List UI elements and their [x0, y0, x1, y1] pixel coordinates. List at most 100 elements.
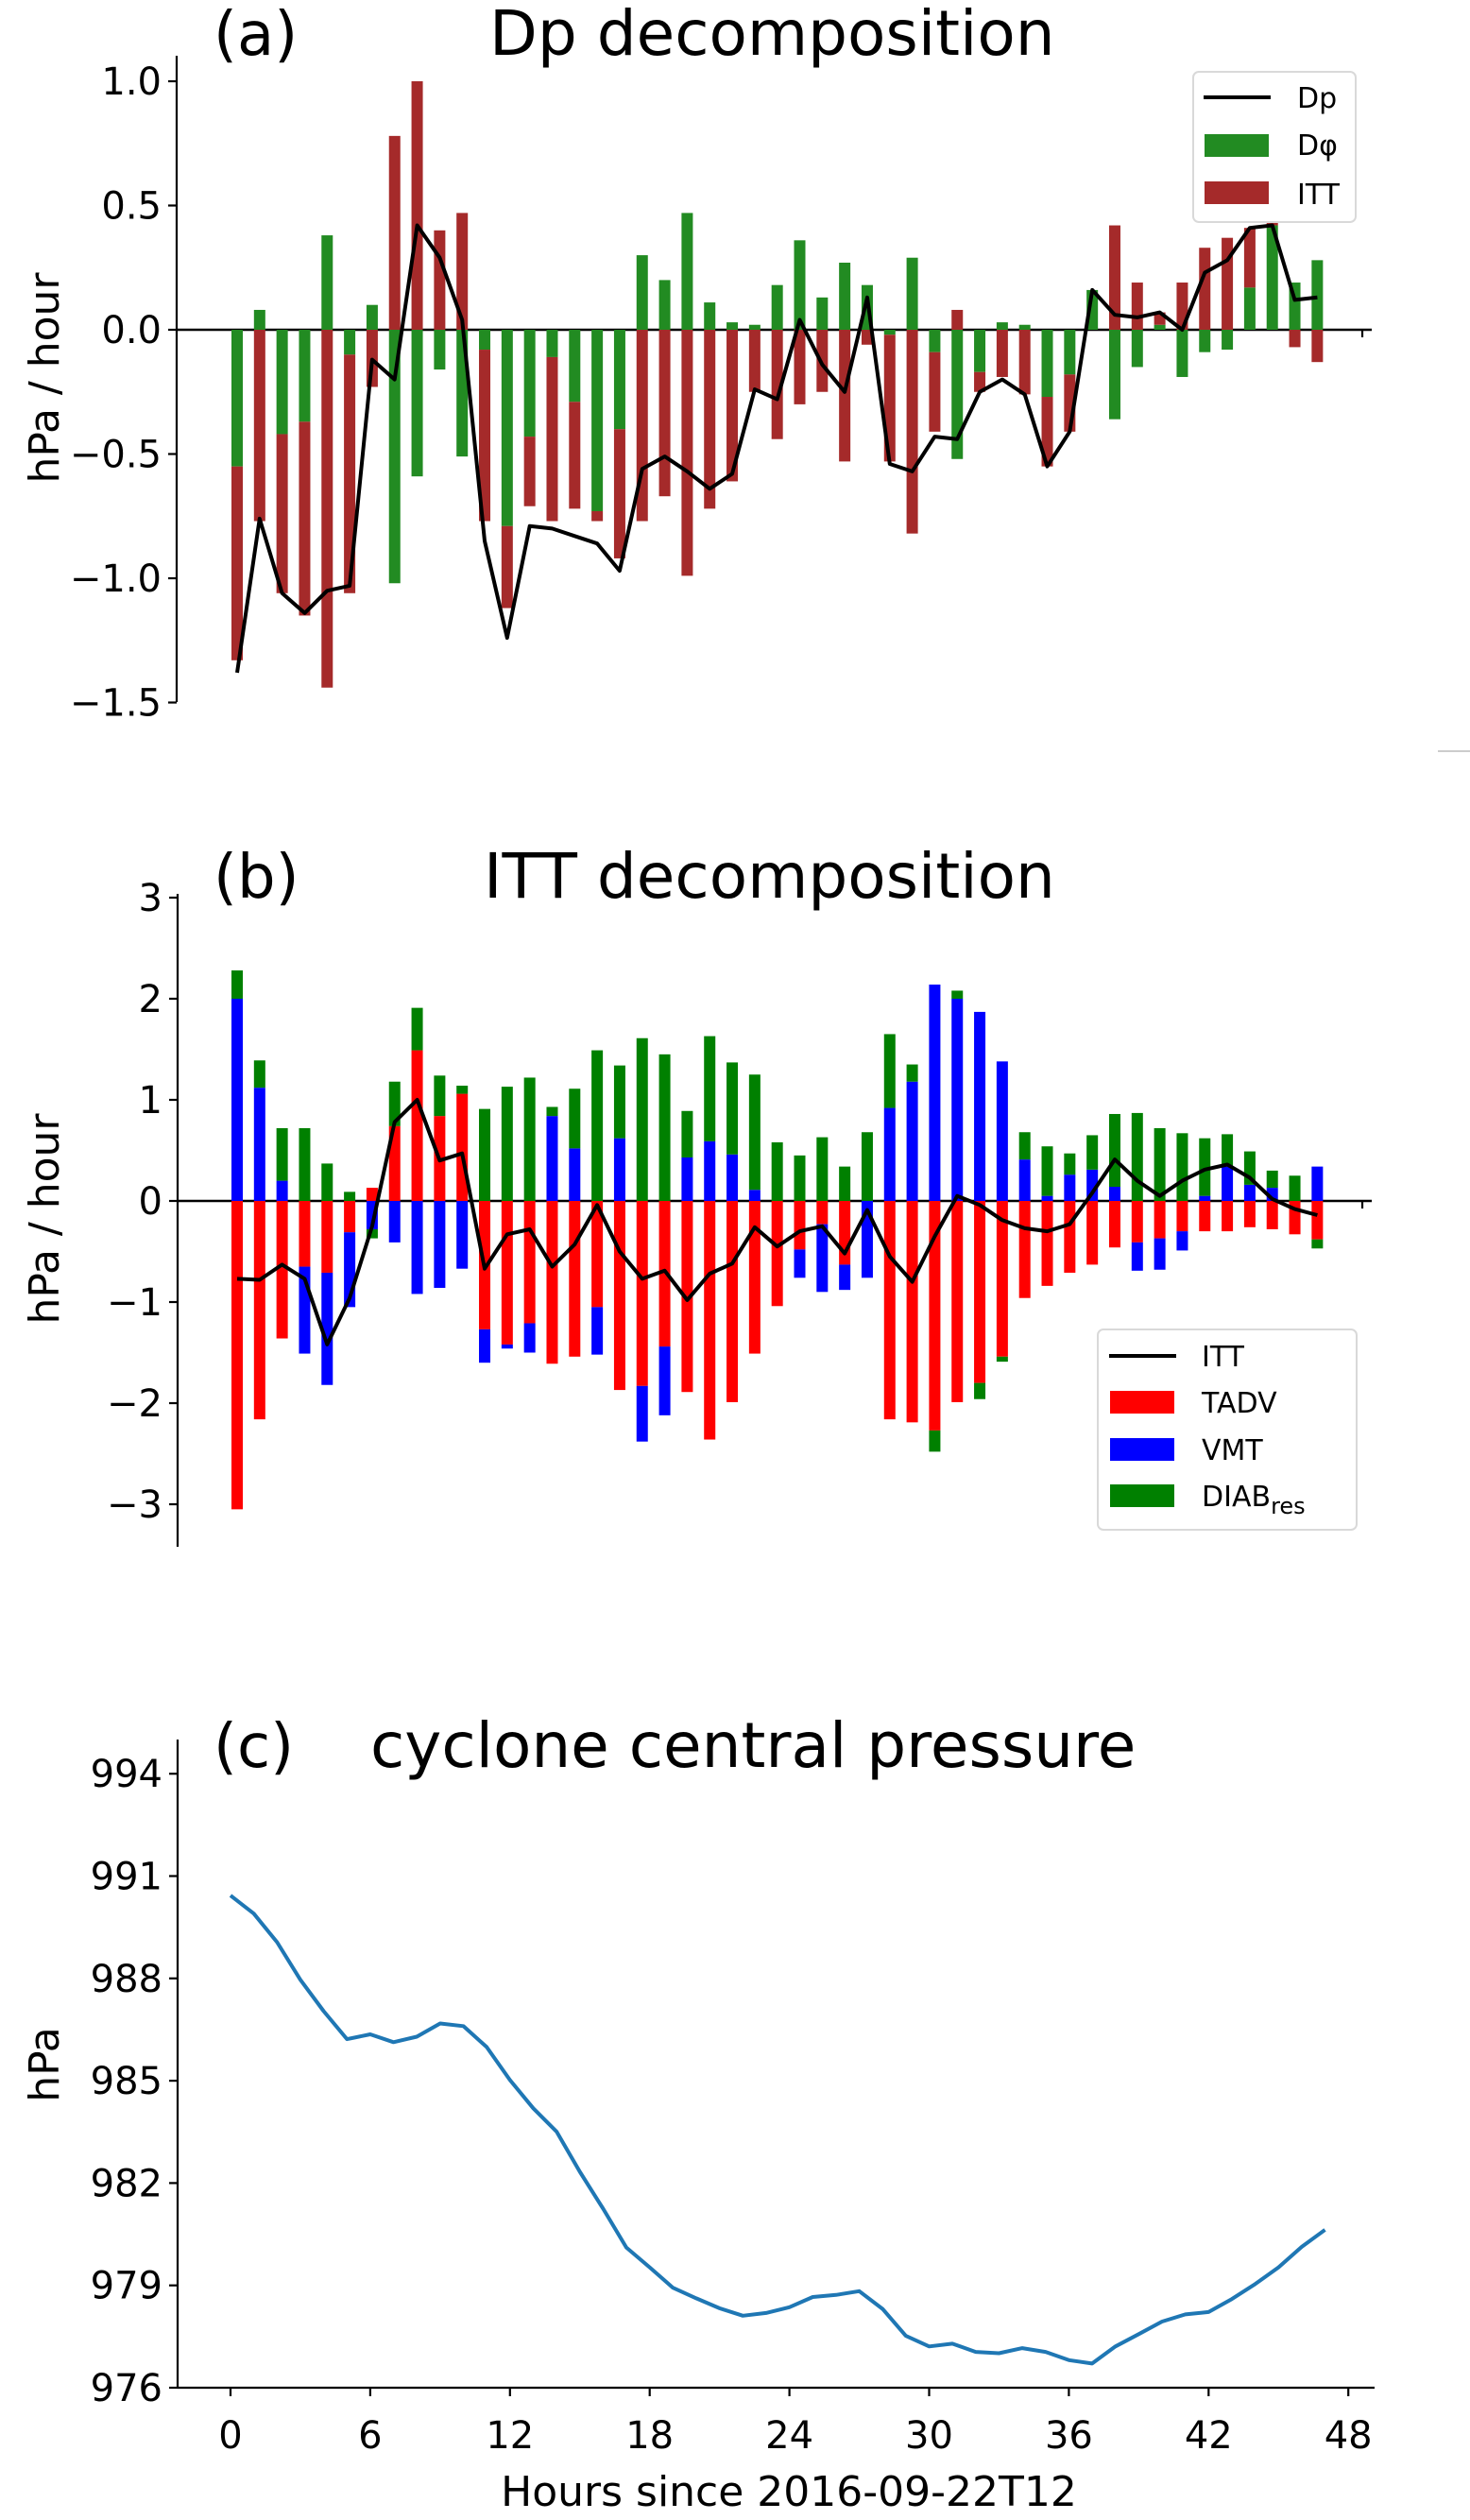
- bar-d: [636, 255, 648, 330]
- bar-d: [929, 330, 941, 352]
- y-tick-label: −1: [107, 1281, 162, 1325]
- bar-itt: [929, 351, 941, 432]
- bar-diab-res: [299, 1127, 311, 1201]
- bar-diab-res: [523, 1077, 536, 1201]
- x-tick-label: 18: [625, 2414, 674, 2458]
- bar-diab-res: [613, 1065, 625, 1139]
- bar-d: [658, 280, 671, 330]
- bar-tadv: [1086, 1201, 1099, 1265]
- bar-vmt: [748, 1190, 761, 1201]
- bar-tadv: [591, 1201, 604, 1308]
- bar-vmt: [794, 1249, 806, 1278]
- bar-vmt: [1018, 1159, 1031, 1201]
- legend-swatch-diab-res: [1110, 1484, 1174, 1507]
- bar-vmt: [883, 1107, 896, 1201]
- bar-d: [906, 257, 918, 330]
- bar-series-tadv: [231, 1050, 1324, 1510]
- bar-diab-res: [929, 1430, 941, 1452]
- bar-diab-res: [546, 1106, 558, 1117]
- bar-itt: [1108, 225, 1120, 330]
- y-tick-label: 0.0: [101, 309, 162, 352]
- bar-diab-res: [1041, 1146, 1053, 1196]
- bar-tadv: [299, 1201, 311, 1267]
- bar-tadv: [681, 1201, 693, 1393]
- bar-itt: [748, 330, 761, 392]
- panel-a-dp-decomposition: (a) Dp decomposition hPa / hour −1.5 −1.0…: [21, 0, 1372, 726]
- bar-diab-res: [681, 1110, 693, 1157]
- bar-diab-res: [1018, 1132, 1031, 1160]
- bar-vmt: [906, 1081, 918, 1201]
- bar-tadv: [1064, 1201, 1076, 1273]
- bar-diab-res: [726, 1062, 739, 1155]
- panel-c-xlabel: Hours since 2016-09-22T12: [501, 2468, 1077, 2516]
- bar-tadv: [1266, 1201, 1278, 1229]
- bar-tadv: [794, 1201, 806, 1250]
- bar-tadv: [1311, 1201, 1324, 1240]
- bar-d: [1176, 330, 1188, 377]
- legend-label-dphi: Dφ: [1297, 129, 1338, 163]
- y-tick-label: 994: [91, 1753, 162, 1796]
- y-tick-label: 982: [91, 2162, 162, 2205]
- bar-d: [816, 297, 829, 330]
- bar-tadv: [366, 1188, 378, 1201]
- bar-tadv: [951, 1201, 964, 1402]
- bar-itt: [1199, 248, 1211, 330]
- bar-d: [1311, 260, 1324, 330]
- bar-d: [613, 330, 625, 430]
- bar-d: [1041, 330, 1053, 398]
- bar-itt: [321, 330, 333, 688]
- panel-a-ylabel: hPa / hour: [21, 272, 69, 484]
- bar-d: [794, 240, 806, 330]
- line-series-central-pressure: [229, 1894, 1326, 2366]
- x-tick-label: 36: [1045, 2414, 1093, 2458]
- bar-d: [704, 302, 716, 330]
- bar-tadv: [523, 1201, 536, 1324]
- bar-itt: [231, 466, 243, 660]
- bar-itt: [276, 434, 288, 593]
- panel-b-itt-decomposition: (b) ITT decomposition hPa / hour −3 −2 −1 0…: [21, 840, 1372, 1547]
- bar-diab-res: [321, 1163, 333, 1201]
- bar-tadv: [816, 1201, 829, 1225]
- panel-c-axes: 976 979 982 985 988 991 994 0 6 12 18 24 30 36 42 48: [91, 1740, 1375, 2458]
- bar-d: [1266, 225, 1278, 330]
- bar-tadv: [1243, 1201, 1256, 1227]
- bar-diab-res: [951, 990, 964, 999]
- bar-diab-res: [1311, 1239, 1324, 1249]
- bar-itt: [1041, 397, 1053, 467]
- bar-itt: [546, 356, 558, 522]
- bar-d: [411, 330, 423, 477]
- y-tick-label: −3: [107, 1483, 162, 1527]
- bar-vmt: [929, 985, 941, 1201]
- bar-series-vmt: [231, 985, 1324, 1442]
- bar-vmt: [974, 1011, 986, 1201]
- bar-vmt: [276, 1180, 288, 1201]
- legend-frame: [1097, 1329, 1358, 1531]
- bar-itt: [299, 421, 311, 616]
- bar-d: [569, 330, 581, 403]
- bar-diab-res: [1199, 1138, 1211, 1196]
- panel-c-central-pressure: (c) cyclone central pressure hPa Hours s…: [21, 1709, 1375, 2516]
- panel-b-ylabel: hPa / hour: [21, 1113, 69, 1325]
- bar-diab-res: [591, 1050, 604, 1201]
- panel-b-lines: [236, 1098, 1318, 1346]
- legend-label-itt: ITT: [1297, 179, 1341, 212]
- bar-itt: [996, 330, 1008, 377]
- bar-d: [253, 309, 265, 330]
- bar-diab-res: [456, 1086, 469, 1094]
- bar-d: [434, 330, 446, 370]
- bar-itt: [906, 330, 918, 534]
- y-tick-label: −1.0: [70, 557, 162, 601]
- x-tick-label: 30: [905, 2414, 953, 2458]
- bar-itt: [523, 437, 536, 506]
- bar-itt: [501, 525, 513, 609]
- bar-tadv: [1154, 1201, 1166, 1239]
- bar-d: [1154, 324, 1166, 330]
- bar-itt: [479, 350, 491, 522]
- bar-tadv: [344, 1201, 356, 1233]
- bar-vmt: [479, 1329, 491, 1363]
- x-tick-label: 24: [765, 2414, 813, 2458]
- bar-itt: [1289, 330, 1301, 348]
- bar-diab-res: [861, 1132, 873, 1201]
- x-tick-label: 48: [1325, 2414, 1373, 2458]
- bar-d: [366, 304, 378, 330]
